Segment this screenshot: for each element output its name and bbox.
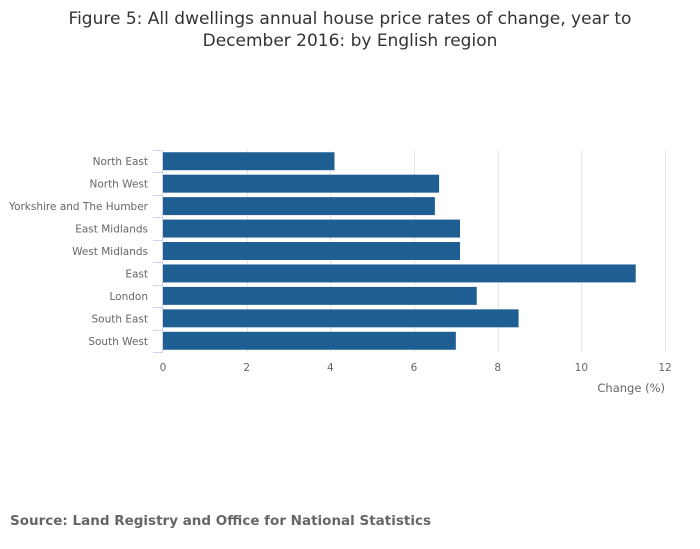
bars (163, 152, 636, 350)
x-axis-title: Change (%) (597, 381, 665, 395)
bar (163, 197, 435, 216)
x-tick-label: 12 (658, 362, 671, 374)
source-note: Source: Land Registry and Office for Nat… (10, 513, 432, 529)
x-tick-label: 6 (411, 362, 418, 374)
bar (163, 264, 636, 283)
chart-title-line-2: December 2016: by English region (202, 31, 498, 51)
x-tick-label: 8 (494, 362, 501, 374)
bar (163, 331, 456, 350)
bar (163, 152, 335, 171)
category-label: Yorkshire and The Humber (8, 201, 149, 213)
bar (163, 219, 461, 238)
x-tick-label: 10 (575, 362, 588, 374)
y-axis: North East North West Yorkshire and The Hu… (8, 150, 163, 353)
chart-title-line-1: Figure 5: All dwellings annual house pri… (68, 9, 632, 29)
category-label: London (110, 291, 149, 303)
bar (163, 286, 477, 305)
category-label: South East (91, 313, 148, 325)
x-tick-label: 0 (160, 362, 167, 374)
bar (163, 174, 440, 193)
x-axis: 0 2 4 6 8 10 12 (160, 362, 672, 374)
x-tick-label: 2 (243, 362, 250, 374)
category-label: North West (89, 179, 148, 191)
category-label: North East (93, 156, 148, 168)
category-label: East Midlands (75, 224, 148, 236)
bar (163, 309, 519, 328)
chart-title: Figure 5: All dwellings annual house pri… (0, 8, 700, 52)
category-label: East (125, 268, 148, 280)
category-label: West Midlands (72, 246, 148, 258)
bar (163, 242, 461, 260)
x-tick-label: 4 (327, 362, 334, 374)
category-label: South West (88, 336, 148, 348)
